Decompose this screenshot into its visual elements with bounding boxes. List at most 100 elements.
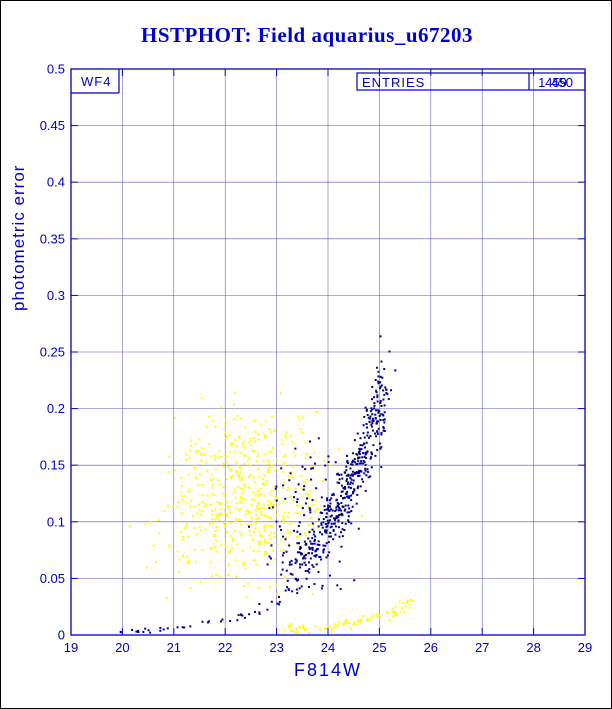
- data-point: [379, 447, 382, 450]
- data-point: [215, 538, 218, 541]
- data-point: [234, 507, 237, 510]
- data-point: [346, 481, 349, 484]
- data-point: [319, 628, 322, 631]
- data-point: [357, 471, 360, 474]
- data-point: [317, 437, 320, 440]
- data-point: [307, 523, 310, 526]
- data-point: [299, 566, 302, 569]
- data-point: [304, 442, 307, 445]
- data-point: [295, 560, 298, 563]
- data-point: [227, 465, 230, 468]
- data-point: [315, 487, 318, 490]
- data-point: [179, 530, 182, 533]
- data-point: [287, 624, 290, 627]
- data-point: [354, 461, 357, 464]
- data-point: [411, 600, 414, 603]
- data-point: [243, 485, 246, 488]
- data-point: [267, 524, 270, 527]
- data-point: [256, 490, 259, 493]
- data-point: [369, 435, 372, 438]
- data-point: [388, 619, 391, 622]
- data-point: [357, 475, 360, 478]
- data-point: [210, 509, 213, 512]
- data-point: [284, 538, 287, 541]
- data-point: [289, 434, 292, 437]
- data-point: [253, 610, 256, 613]
- data-point: [356, 487, 359, 490]
- data-point: [374, 378, 377, 381]
- data-point: [268, 541, 271, 544]
- data-point: [349, 481, 352, 484]
- data-point: [342, 497, 345, 500]
- data-point: [391, 615, 394, 618]
- data-point: [330, 497, 333, 500]
- data-point: [252, 499, 255, 502]
- data-point: [325, 508, 328, 511]
- data-point: [269, 517, 272, 520]
- data-point: [404, 604, 407, 607]
- data-point: [225, 530, 228, 533]
- data-point: [303, 485, 306, 488]
- data-point: [222, 465, 225, 468]
- data-point: [207, 620, 210, 623]
- data-point: [344, 522, 347, 525]
- data-point: [197, 438, 200, 441]
- data-point: [253, 450, 256, 453]
- data-point: [207, 415, 210, 418]
- data-point: [362, 462, 365, 465]
- data-point: [366, 470, 369, 473]
- data-point: [209, 503, 212, 506]
- data-point: [320, 522, 323, 525]
- data-point: [229, 475, 232, 478]
- data-point: [201, 494, 204, 497]
- data-point: [273, 536, 276, 539]
- data-point: [346, 462, 349, 465]
- data-point: [245, 509, 248, 512]
- data-point: [374, 413, 377, 416]
- data-point: [282, 514, 285, 517]
- data-point: [224, 498, 227, 501]
- data-point: [311, 522, 314, 525]
- data-point: [258, 543, 261, 546]
- data-point: [286, 489, 289, 492]
- data-point: [337, 621, 340, 624]
- data-point: [193, 548, 196, 551]
- data-point: [351, 461, 354, 464]
- data-point: [300, 553, 303, 556]
- data-point: [370, 407, 373, 410]
- data-point: [209, 561, 212, 564]
- data-point: [327, 506, 330, 509]
- data-point: [189, 625, 192, 628]
- data-point: [230, 444, 233, 447]
- data-point: [352, 623, 355, 626]
- data-point: [379, 335, 382, 338]
- data-point: [330, 522, 333, 525]
- data-point: [370, 425, 373, 428]
- data-point: [345, 619, 348, 622]
- data-point: [329, 502, 332, 505]
- data-point: [378, 442, 381, 445]
- data-point: [243, 445, 246, 448]
- data-point: [201, 501, 204, 504]
- data-point: [200, 459, 203, 462]
- data-point: [309, 440, 312, 443]
- data-point: [247, 441, 250, 444]
- data-point: [197, 503, 200, 506]
- entries-value-plotted: 450: [551, 75, 573, 90]
- data-point: [303, 514, 306, 517]
- data-point: [263, 484, 266, 487]
- data-point: [214, 530, 217, 533]
- data-point: [144, 522, 147, 525]
- data-point: [275, 496, 278, 499]
- data-point: [258, 475, 261, 478]
- data-point: [217, 516, 220, 519]
- data-point: [263, 494, 266, 497]
- data-point: [371, 413, 374, 416]
- data-point: [336, 473, 339, 476]
- data-point: [401, 606, 404, 609]
- data-point: [291, 629, 294, 632]
- data-point: [237, 474, 240, 477]
- data-point: [377, 614, 380, 617]
- data-point: [216, 478, 219, 481]
